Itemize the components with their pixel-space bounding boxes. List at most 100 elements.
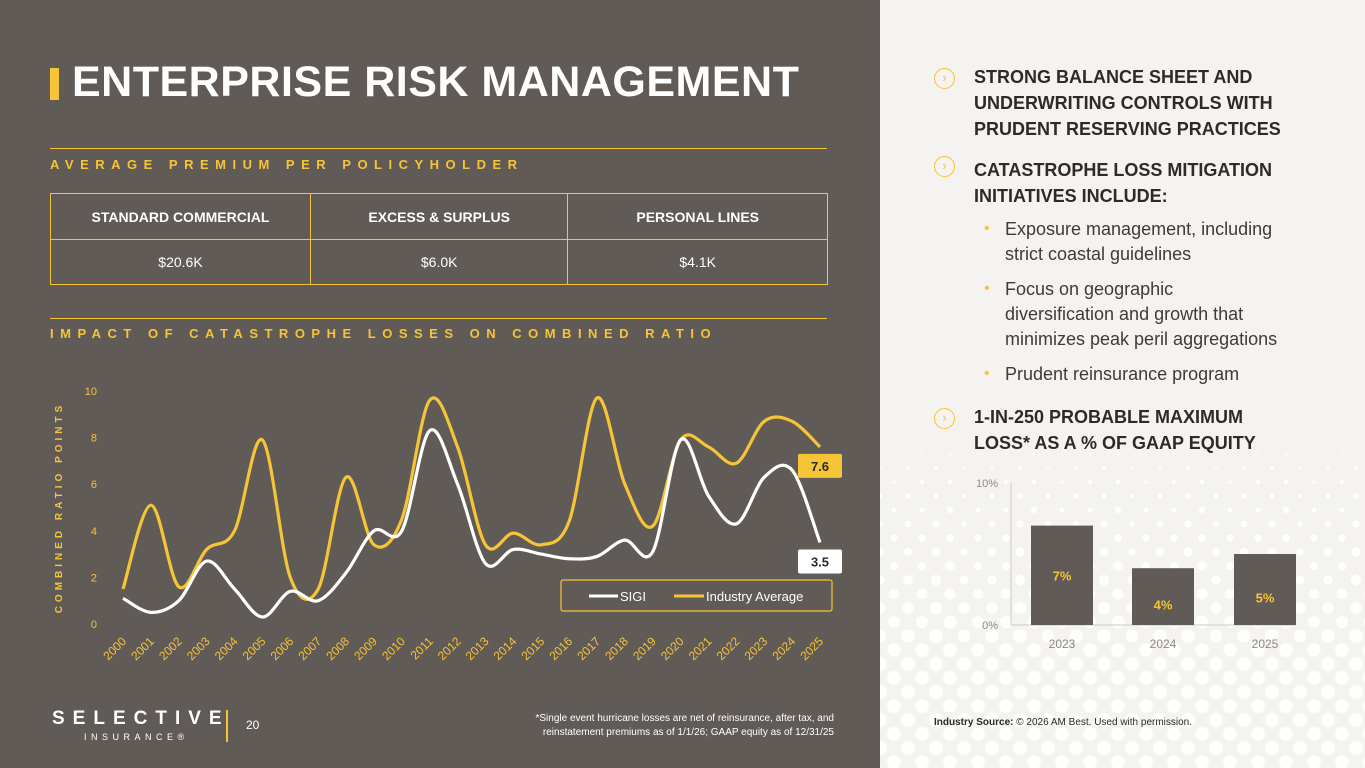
pattern-dot (974, 534, 982, 542)
bar-value-label: 5% (1256, 591, 1275, 606)
bullet-line: CATASTROPHE LOSS MITIGATION (974, 160, 1272, 180)
pattern-dot (945, 561, 955, 571)
pattern-dot (1013, 685, 1027, 699)
footnote-line: reinstatement premiums as of 1/1/26; GAA… (542, 727, 834, 738)
pattern-dot (1013, 713, 1027, 727)
pattern-dot (1113, 561, 1123, 571)
pattern-dot (1284, 452, 1288, 456)
pattern-dot (1293, 657, 1307, 671)
pattern-dot (1069, 685, 1083, 699)
pattern-dot (1158, 466, 1162, 470)
x-tick-label: 2008 (323, 634, 352, 663)
pattern-dot (1213, 493, 1219, 499)
pattern-dot (1254, 534, 1262, 542)
pattern-dot (1167, 671, 1181, 685)
pattern-dot (985, 629, 999, 643)
pattern-dot (1335, 755, 1349, 768)
bar-category-label: 2024 (1150, 637, 1177, 651)
pattern-dot (1282, 534, 1290, 542)
y-axis-title: COMBINED RATIO POINTS (54, 402, 65, 614)
sub-bullet-line: diversification and growth that (1005, 304, 1244, 324)
sub-bullet-exposure: Exposure management, including strict co… (1005, 217, 1272, 267)
x-tick-label: 2013 (463, 634, 492, 663)
pattern-dot (1027, 727, 1041, 741)
pattern-dot (918, 534, 926, 542)
pattern-dot (1354, 466, 1358, 470)
pattern-dot (1139, 671, 1153, 685)
pattern-dot (1237, 713, 1251, 727)
bar-value-label: 7% (1053, 568, 1072, 583)
pattern-dot (1256, 480, 1260, 484)
pattern-dot (1335, 615, 1349, 629)
pattern-dot (1311, 507, 1317, 513)
pattern-dot (946, 506, 954, 514)
pattern-dot (1209, 713, 1223, 727)
pattern-dot (985, 657, 999, 671)
pattern-dot (1069, 657, 1083, 671)
x-tick-label: 2012 (435, 634, 464, 663)
pattern-dot (1087, 507, 1093, 513)
pattern-dot (906, 466, 910, 470)
pattern-dot (1226, 534, 1234, 542)
pattern-dot (971, 671, 985, 685)
pattern-dot (1069, 713, 1083, 727)
pattern-dot (1129, 493, 1135, 499)
pattern-dot (1102, 466, 1106, 470)
pattern-dot (1309, 561, 1319, 571)
pattern-dot (1352, 520, 1360, 528)
bullet-line: STRONG BALANCE SHEET AND (974, 67, 1253, 87)
pattern-dot (957, 685, 971, 699)
pattern-dot (933, 493, 939, 499)
pattern-dot (1298, 466, 1302, 470)
x-tick-label: 2024 (769, 634, 798, 663)
pattern-dot (1251, 727, 1265, 741)
pattern-dot (880, 685, 887, 699)
pattern-dot (1268, 520, 1276, 528)
x-tick-label: 2007 (295, 634, 324, 663)
pattern-dot (1279, 755, 1293, 768)
premium-value: $6.0K (309, 239, 569, 285)
pml-bar-chart: 0% 10% 7% 2023 4% 2024 5% 2025 (976, 478, 1296, 651)
pattern-dot (1083, 699, 1097, 713)
pattern-dot (1083, 727, 1097, 741)
pattern-dot (1116, 452, 1120, 456)
pattern-dot (929, 713, 943, 727)
pattern-dot (1323, 575, 1333, 585)
pattern-dot (1041, 685, 1055, 699)
industry-end-label: 7.6 (811, 459, 829, 474)
pattern-dot (1167, 755, 1181, 768)
left-panel: ENTERPRISE RISK MANAGEMENT AVERAGE PREMI… (50, 58, 842, 742)
pattern-dot (1073, 493, 1079, 499)
x-tick-label: 2011 (408, 634, 436, 662)
pattern-dot (1335, 643, 1349, 657)
pattern-dot (1297, 521, 1303, 527)
pattern-dot (1032, 452, 1036, 456)
pattern-dot (1047, 439, 1049, 441)
pattern-dot (1223, 699, 1237, 713)
pattern-dot (1157, 493, 1163, 499)
pattern-dot (1115, 479, 1121, 485)
right-panel: › STRONG BALANCE SHEET AND UNDERWRITING … (880, 0, 1365, 768)
pattern-dot (1196, 588, 1208, 600)
chevron-right-icon: › (934, 156, 955, 177)
pattern-dot (1351, 547, 1361, 557)
page-title: ENTERPRISE RISK MANAGEMENT (72, 58, 800, 106)
pattern-dot (1211, 575, 1221, 585)
pattern-dot (986, 602, 998, 614)
industry-source-text: © 2026 AM Best. Used with permission. (1016, 717, 1193, 728)
section-rule (50, 318, 827, 319)
pattern-dot (1199, 479, 1205, 485)
pattern-dot (1279, 643, 1293, 657)
pattern-dot (880, 439, 881, 441)
pattern-dot (1270, 466, 1274, 470)
pattern-dot (961, 521, 967, 527)
pattern-dot (1045, 493, 1051, 499)
pattern-dot (957, 657, 971, 671)
y-tick-label: 4 (91, 526, 97, 538)
pattern-dot (973, 561, 983, 571)
pattern-dot (1041, 657, 1055, 671)
pattern-dot (1130, 466, 1134, 470)
pattern-dot (887, 643, 901, 657)
pattern-dot (1128, 548, 1136, 556)
pattern-dot (1223, 755, 1237, 768)
